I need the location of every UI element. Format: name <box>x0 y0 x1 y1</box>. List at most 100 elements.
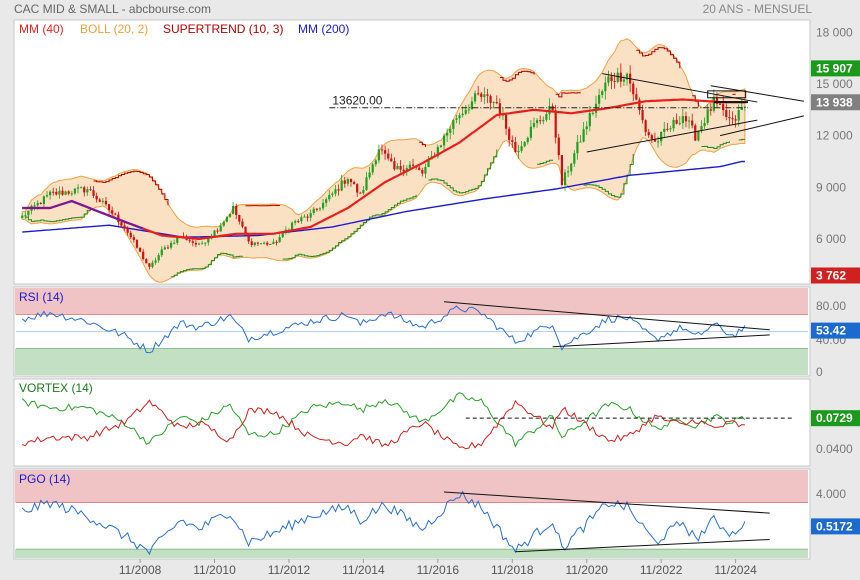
candle-body <box>374 160 377 165</box>
candle-body <box>318 208 322 210</box>
candle-body <box>328 195 331 200</box>
candle-body <box>557 137 560 156</box>
candle-body <box>508 128 511 141</box>
candle-body <box>368 172 371 178</box>
low-value-badge: 3 762 <box>816 268 846 282</box>
ma40-early-line <box>22 199 144 230</box>
ma40-value-badge-bg <box>811 94 860 111</box>
candle-body <box>684 116 688 122</box>
candle-body <box>197 243 201 245</box>
candle-body <box>635 94 638 100</box>
candle-body <box>188 240 191 242</box>
legend-boll: BOLL (20, 2) <box>80 22 148 36</box>
candle-body <box>148 263 151 267</box>
candle-body <box>132 237 135 241</box>
candle-body <box>511 140 514 143</box>
candle-body <box>272 241 275 244</box>
candle-body <box>306 216 309 218</box>
candle-body <box>687 120 691 122</box>
legend-supertrend: SUPERTREND (10, 3) <box>163 22 283 36</box>
candle-body <box>160 249 163 256</box>
candle-body <box>337 189 340 191</box>
legend-ma40: MM (40) <box>19 22 64 36</box>
x-tick-label-6: 11/2020 <box>565 563 608 577</box>
candle-body <box>278 237 281 243</box>
price-y-tick-1: 15 000 <box>816 77 853 91</box>
candle-body <box>495 102 498 104</box>
pgo-line <box>21 490 746 556</box>
candle-body <box>126 227 129 233</box>
candle-body <box>27 210 30 216</box>
candle-body <box>660 131 663 142</box>
candle-body <box>343 180 346 184</box>
last-price-badge-bg <box>811 60 860 77</box>
candle-body <box>138 247 142 252</box>
candle-body <box>129 232 132 238</box>
pgo-trendline-1 <box>515 538 770 553</box>
candle-body <box>163 247 166 250</box>
rsi-value-badge-bg <box>811 322 860 339</box>
rsi-trendline-1 <box>552 334 770 348</box>
pgo-value-badge: 0.5172 <box>816 519 853 533</box>
candle-body <box>703 122 706 127</box>
candle-body <box>325 199 328 203</box>
candle-body <box>114 213 117 215</box>
candle-body <box>64 191 67 195</box>
x-tick-label-8: 11/2024 <box>714 563 757 577</box>
supertrend-segment-3 <box>171 252 243 278</box>
candle-body <box>480 93 483 97</box>
candle-body <box>477 93 480 95</box>
candle-body <box>331 193 334 196</box>
rsi-oversold-zone <box>15 348 808 375</box>
candle-body <box>622 79 626 82</box>
candle-body <box>607 76 610 83</box>
candle-body <box>563 172 567 185</box>
price-y-tick-3: 9 000 <box>816 180 846 194</box>
vortex-y-tick-0: 0.0400 <box>816 442 853 456</box>
candle-body <box>24 215 27 217</box>
candle-body <box>334 189 337 194</box>
candle-body <box>424 167 427 174</box>
candle-body <box>743 106 746 108</box>
x-tick-label-1: 11/2010 <box>193 563 236 577</box>
candle-body <box>473 93 477 102</box>
candle-body <box>644 120 647 133</box>
candle-body <box>740 106 743 111</box>
candle-body <box>33 205 36 207</box>
pgo-value-badge-bg <box>811 518 860 535</box>
candle-body <box>241 221 244 227</box>
last-price-badge: 15 907 <box>816 61 853 75</box>
candle-body <box>67 191 70 194</box>
candle-body <box>45 195 49 197</box>
candle-body <box>594 103 598 113</box>
price-plot <box>21 38 804 283</box>
vortex-value-badge-bg <box>811 410 860 427</box>
candle-body <box>247 234 250 242</box>
candle-body <box>176 237 179 243</box>
candle-body <box>731 118 734 120</box>
rsi-overbought-zone <box>15 288 808 315</box>
ma40-value-badge: 13 938 <box>816 95 853 109</box>
price-y-tick-0: 18 000 <box>816 25 853 39</box>
candle-body <box>656 141 660 143</box>
candle-body <box>380 149 384 151</box>
candle-body <box>191 241 194 243</box>
pgo-oversold-zone <box>15 549 808 558</box>
candle-body <box>709 109 712 111</box>
candle-body <box>399 165 402 170</box>
candle-body <box>123 225 126 228</box>
rsi-plot <box>15 288 808 375</box>
candle-body <box>349 179 353 183</box>
supertrend-segment-12 <box>636 47 681 69</box>
candle-body <box>309 212 312 218</box>
candle-body <box>89 189 92 191</box>
pgo-trendline-0 <box>444 491 770 514</box>
price-trendline-1 <box>586 119 758 153</box>
candle-body <box>290 222 294 230</box>
price-y-tick-4: 6 000 <box>816 232 846 246</box>
candle-body <box>238 214 241 222</box>
candle-body <box>712 97 715 111</box>
candle-body <box>396 165 399 170</box>
candle-body <box>545 114 548 120</box>
